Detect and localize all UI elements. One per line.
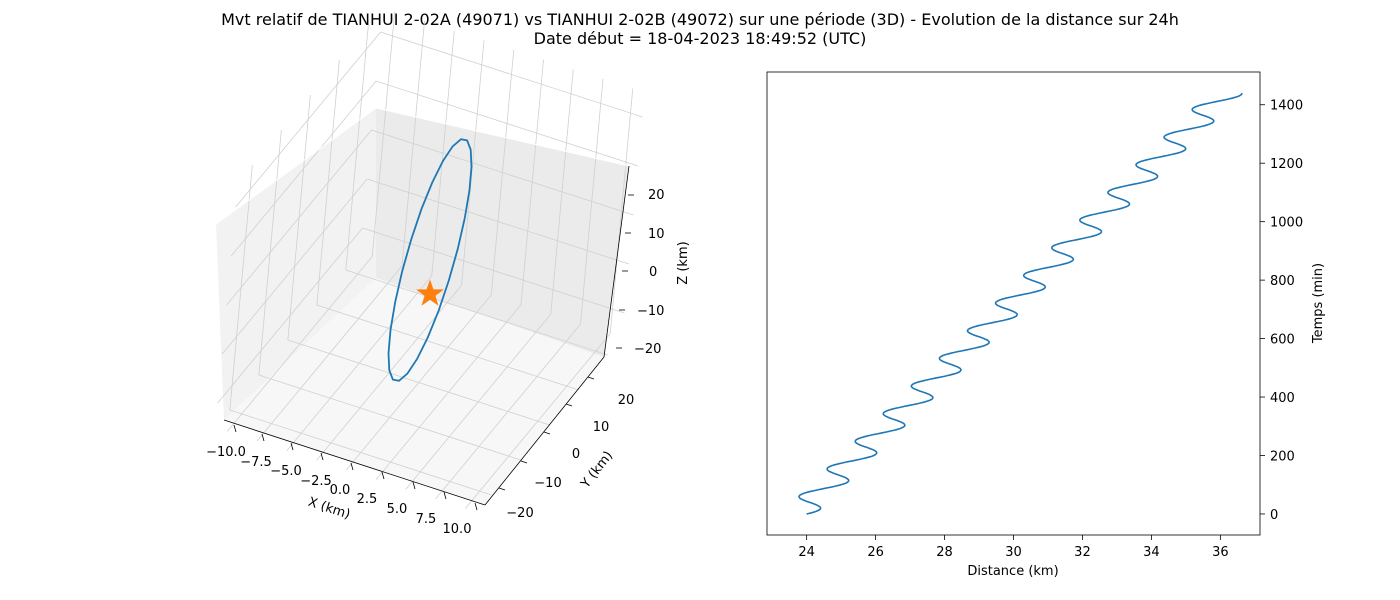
orbit-line-3d: [387, 138, 473, 382]
x-tick-label: −2.5: [300, 474, 332, 489]
x-tick: [381, 471, 385, 480]
distance-curve: [798, 93, 1243, 515]
grid-line: [380, 31, 643, 118]
x-tick-label-2d: 24: [798, 545, 815, 560]
y-tick-label-2d: 0: [1270, 508, 1278, 523]
x-tick-labels-3d: −10.0 −7.5 −5.0 −2.5 0.0 2.5 5.0 7.5 10.…: [206, 445, 471, 537]
y-tick-label: −20: [506, 506, 533, 521]
x-tick: [261, 433, 265, 442]
y-tick: [520, 460, 528, 464]
x-tick: [320, 452, 324, 461]
pane-edges: [215, 107, 630, 225]
x-tick-label-2d: 26: [867, 545, 884, 560]
y-tick-label-2d: 1400: [1270, 99, 1303, 114]
x-tick-label: 7.5: [416, 512, 437, 527]
x-tick-label: −10.0: [206, 445, 246, 460]
x-tick-label: −5.0: [270, 464, 302, 479]
x-tick-label: 5.0: [387, 502, 408, 517]
grid-line: [366, 178, 630, 265]
z-ticks-3d: [616, 194, 634, 349]
z-axis-label-3d: Z (km): [676, 241, 691, 284]
x-tick: [233, 424, 237, 433]
grid-line: [235, 31, 381, 208]
grid-line: [345, 269, 608, 356]
x-ticks-3d: [233, 424, 478, 511]
y-tick-label-2d: 800: [1270, 274, 1295, 289]
y-ticks-3d: [498, 376, 595, 491]
x-tick-label-2d: 32: [1074, 545, 1091, 560]
figure-subtitle: Date début = 18-04-2023 18:49:52 (UTC): [534, 29, 867, 48]
x-tick-label: 2.5: [357, 492, 378, 507]
grid-line: [229, 409, 492, 496]
y-tick-label-2d: 200: [1270, 449, 1295, 464]
pane-left: [216, 108, 376, 420]
grid-line: [258, 374, 521, 461]
z-tick-label: 20: [648, 188, 665, 203]
y-axis-label-3d: Y (km): [578, 449, 617, 492]
grid-line: [230, 80, 377, 257]
x-axis-line: [223, 419, 486, 506]
y-tick-labels-3d: −20 −10 0 10 20: [506, 393, 634, 521]
grid-line: [375, 80, 639, 167]
x-tick: [443, 491, 447, 500]
grid-line: [371, 129, 634, 216]
x-tick: [412, 481, 416, 490]
y-tick-label-2d: 1000: [1270, 216, 1303, 231]
x-tick-label-2d: 36: [1212, 545, 1229, 560]
y-tick: [587, 376, 595, 380]
pane-floor: [224, 278, 604, 505]
grid-line: [226, 129, 372, 306]
x-tick-label: −7.5: [240, 455, 272, 470]
y-tick-label: −10: [534, 476, 561, 491]
plot-2d-frame: [766, 71, 1261, 536]
origin-star-marker: [416, 279, 444, 306]
z-tick-labels-3d: 20 10 0 −10 −20: [634, 188, 665, 357]
ticks-2d: 24 26 28 30 32 34 36 0 200 400 600 800 1000 1200 1400: [798, 99, 1303, 560]
grid-line: [287, 339, 550, 426]
y-tick-label-2d: 600: [1270, 333, 1295, 348]
star-marker: [416, 279, 444, 306]
x-tick: [350, 462, 354, 471]
x-tick-label: 0.0: [330, 483, 351, 498]
z-tick-label: 0: [649, 265, 657, 280]
y-tick: [543, 431, 551, 435]
x-tick-label-2d: 34: [1143, 545, 1160, 560]
x-tick-label-2d: 30: [1005, 545, 1022, 560]
y-tick-label-2d: 1200: [1270, 157, 1303, 172]
y-tick: [498, 487, 506, 491]
y-tick-label: 20: [618, 393, 635, 408]
grid-line: [316, 304, 579, 391]
x-axis-label-3d: X (km): [306, 495, 352, 523]
grid-line: [221, 178, 368, 355]
y-tick: [565, 403, 573, 407]
figure-title: Mvt relatif de TIANHUI 2-02A (49071) vs …: [221, 10, 1179, 29]
grid-line: [217, 227, 363, 404]
z-axis-line: [603, 165, 630, 358]
plot-2d: 24 26 28 30 32 34 360200400600800100012001400 …: [766, 71, 1326, 579]
orbit-line: [387, 138, 473, 382]
x-tick-label: 10.0: [443, 522, 472, 537]
grid-line: [362, 227, 625, 314]
x-tick-label-2d: 28: [936, 545, 953, 560]
plot-3d: −10.0 −7.5 −5.0 −2.5 0.0 2.5 5.0 7.5 10.…: [206, 11, 691, 537]
x-tick: [290, 442, 294, 451]
z-tick-label: −20: [634, 342, 661, 357]
x-tick: [474, 502, 478, 511]
y-tick-label-2d: 400: [1270, 391, 1295, 406]
y-axis-label-2d: Temps (min): [1311, 263, 1326, 344]
y-tick-label: 10: [593, 420, 610, 435]
z-tick-label: 10: [648, 227, 665, 242]
z-tick-label: −10: [637, 304, 664, 319]
x-axis-label-2d: Distance (km): [967, 564, 1058, 579]
y-axis-line: [484, 356, 605, 506]
y-tick-label: 0: [572, 447, 580, 462]
